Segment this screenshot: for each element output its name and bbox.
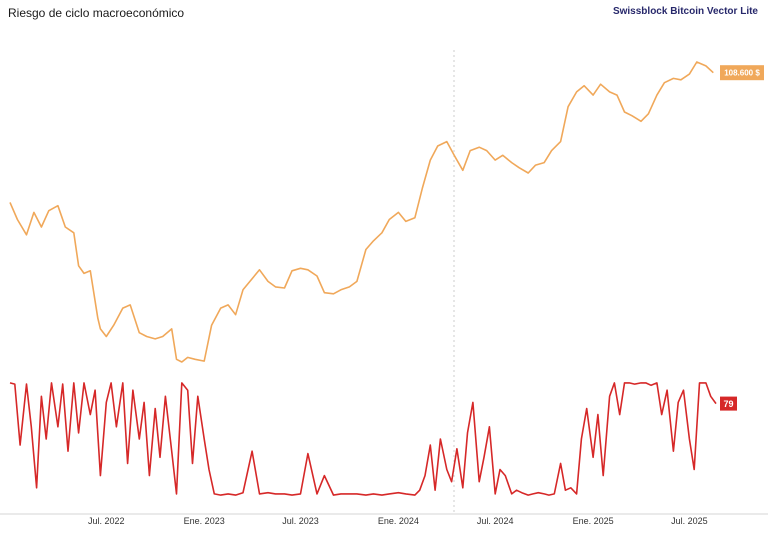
x-tick-label: Ene. 2025 — [573, 516, 614, 526]
chart-title: Riesgo de ciclo macroeconómico — [8, 6, 185, 20]
x-tick-label: Jul. 2022 — [88, 516, 125, 526]
risk-tag-bg — [720, 396, 737, 411]
risk-line — [9, 382, 717, 496]
x-tick-label: Jul. 2025 — [671, 516, 708, 526]
x-tick-label: Ene. 2024 — [378, 516, 419, 526]
price-tag-bg — [720, 65, 764, 81]
x-tick-label: Ene. 2023 — [184, 516, 225, 526]
x-tick-label: Jul. 2023 — [282, 516, 319, 526]
source-label[interactable]: Swissblock Bitcoin Vector Lite — [612, 6, 758, 17]
x-axis-ticks: Jul. 2022 Ene. 2023 Jul. 2023 Ene. 2024 Jul.… — [88, 516, 708, 526]
price-series — [9, 61, 714, 363]
price-tag-label: 108.600 $ — [724, 69, 760, 78]
risk-tag: 79 — [720, 396, 737, 411]
value-tags: 108.600 $ 79 — [720, 65, 764, 411]
risk-series — [9, 382, 717, 496]
price-tag: 108.600 $ — [720, 65, 764, 81]
x-tick-label: Jul. 2024 — [477, 516, 514, 526]
risk-tag-label: 79 — [723, 399, 733, 409]
price-line — [9, 61, 714, 363]
